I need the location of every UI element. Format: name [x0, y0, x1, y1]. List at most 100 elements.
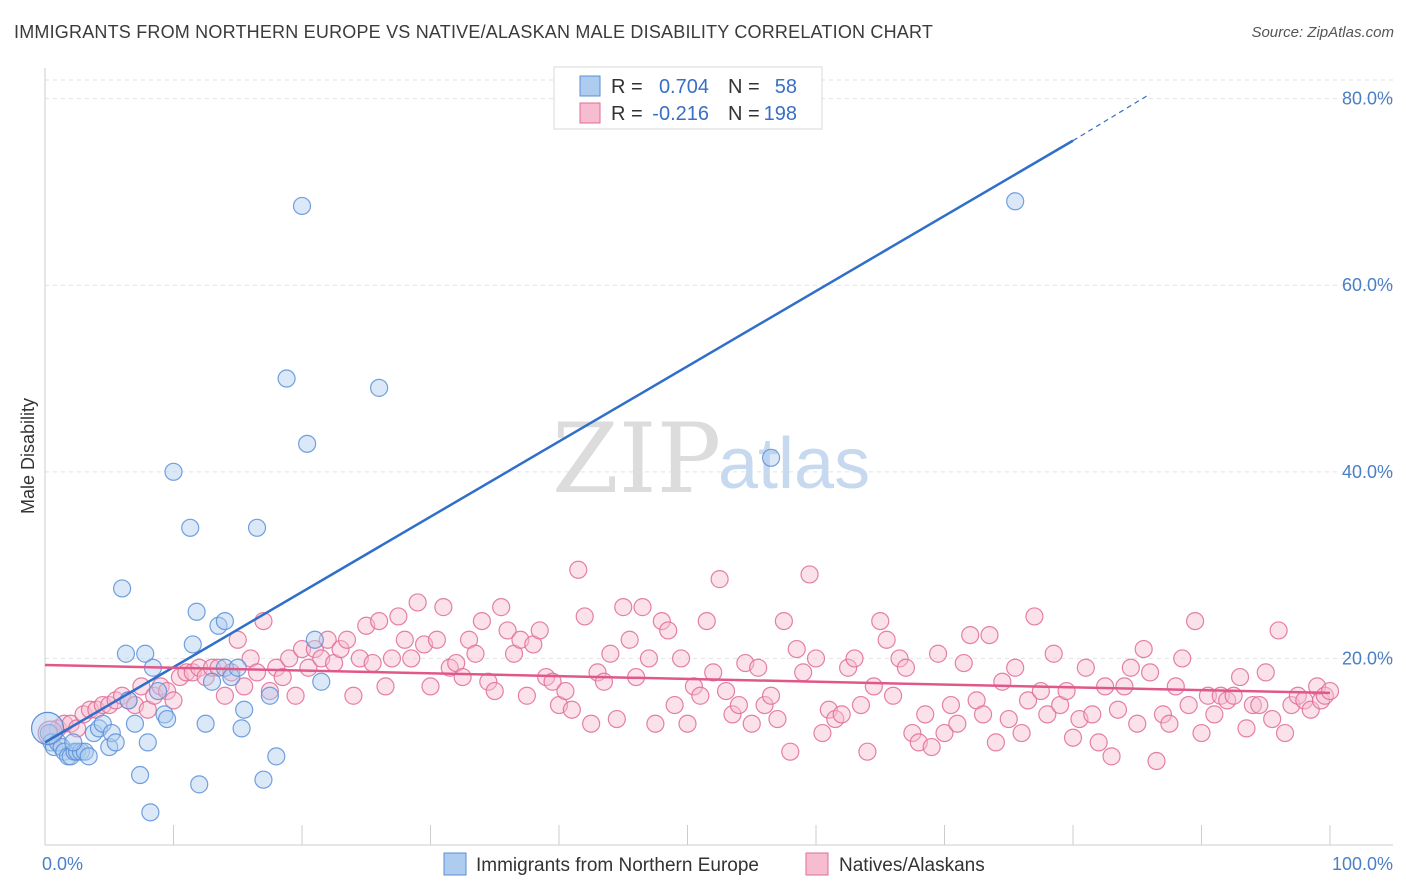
- natives-point: [1128, 714, 1147, 733]
- legend-n-label: N =: [728, 76, 760, 98]
- natives-point: [665, 695, 684, 715]
- natives-point: [742, 714, 761, 733]
- immigrants-point: [125, 714, 145, 733]
- natives-point: [839, 658, 858, 677]
- immigrants-point: [1006, 192, 1025, 211]
- natives-point: [922, 737, 941, 757]
- natives-point: [1269, 621, 1288, 640]
- natives-point: [1185, 611, 1205, 631]
- natives-point: [1160, 714, 1179, 733]
- legend-row-blue: R = 0.704 N = 58: [579, 75, 797, 98]
- immigrants-point: [157, 709, 177, 729]
- natives-point: [1320, 681, 1340, 701]
- natives-point: [671, 649, 691, 668]
- natives-point: [935, 723, 954, 743]
- natives-point: [331, 639, 350, 659]
- natives-point: [787, 639, 806, 659]
- natives-point: [292, 639, 312, 659]
- natives-point: [1140, 663, 1160, 682]
- natives-point: [1256, 663, 1275, 682]
- immigrants-point: [228, 658, 247, 677]
- natives-point: [1205, 705, 1224, 724]
- natives-point: [485, 681, 504, 701]
- natives-point: [633, 598, 652, 617]
- immigrants-point: [136, 644, 155, 663]
- natives-point: [697, 611, 716, 631]
- natives-point: [1250, 695, 1269, 715]
- natives-point: [980, 625, 999, 645]
- immigrants-point: [112, 579, 132, 598]
- natives-point: [1115, 677, 1134, 696]
- bottom-legend-swatch-blue: [443, 852, 467, 876]
- bottom-legend: Immigrants from Northern Europe Natives/…: [443, 852, 985, 876]
- legend-swatch-blue: [579, 75, 601, 97]
- natives-point: [614, 598, 633, 617]
- natives-point: [948, 714, 967, 733]
- natives-point: [755, 695, 774, 715]
- immigrants-point: [277, 369, 296, 388]
- y-tick-labels: 20.0% 40.0% 60.0% 80.0%: [1342, 89, 1393, 669]
- natives-point: [986, 733, 1006, 752]
- immigrants-point: [190, 775, 209, 794]
- immigrants-point: [267, 747, 286, 766]
- immigrants-point: [247, 518, 267, 537]
- natives-point: [472, 611, 491, 631]
- immigrants-point: [260, 686, 279, 705]
- immigrants-point: [64, 733, 83, 752]
- legend-r-label: R =: [611, 76, 643, 98]
- natives-point: [871, 611, 890, 631]
- natives-point: [1147, 751, 1166, 771]
- natives-point: [1301, 700, 1320, 719]
- natives-point: [858, 742, 877, 761]
- natives-point: [337, 630, 357, 649]
- natives-point: [1063, 728, 1083, 747]
- natives-point: [1134, 639, 1153, 659]
- natives-point: [1089, 733, 1108, 752]
- natives-point: [273, 667, 292, 687]
- natives-point: [235, 677, 254, 696]
- watermark-zip: ZIP: [552, 403, 721, 515]
- natives-point: [395, 630, 414, 649]
- natives-point: [1173, 649, 1192, 668]
- natives-point: [768, 709, 787, 729]
- natives-point: [363, 653, 382, 673]
- legend-n-value-pink: 198: [764, 103, 797, 125]
- natives-point: [575, 607, 594, 626]
- legend-row-pink: R = -0.216 N = 198: [579, 102, 797, 125]
- natives-point: [961, 625, 980, 645]
- chart-source: Source: ZipAtlas.com: [1251, 24, 1394, 41]
- legend-n-label: N =: [728, 103, 760, 125]
- natives-point: [344, 686, 363, 705]
- natives-point: [164, 691, 183, 710]
- natives-point: [382, 649, 402, 668]
- immigrants-point: [138, 733, 157, 752]
- natives-point: [896, 658, 916, 677]
- natives-point: [639, 649, 659, 668]
- natives-point: [1121, 658, 1140, 677]
- natives-point: [530, 621, 549, 640]
- natives-point: [723, 705, 742, 724]
- natives-point: [973, 705, 993, 724]
- natives-point: [582, 714, 601, 733]
- natives-point: [659, 621, 678, 640]
- immigrants-point: [235, 700, 254, 719]
- immigrants-point: [232, 719, 251, 738]
- natives-point: [562, 700, 581, 719]
- natives-point: [710, 570, 729, 589]
- immigrants-point: [116, 644, 136, 663]
- natives-point: [318, 630, 337, 649]
- x-tick-label-max: 100.0%: [1332, 854, 1393, 874]
- natives-point: [1044, 644, 1063, 663]
- natives-point: [691, 686, 710, 705]
- immigrants-point: [254, 770, 273, 789]
- natives-point: [389, 607, 408, 626]
- natives-point: [569, 560, 588, 579]
- trend-lines: [44, 93, 1331, 744]
- natives-point: [729, 695, 749, 715]
- natives-point: [774, 611, 793, 631]
- legend-r-value-blue: 0.704: [659, 76, 709, 98]
- immigrants-point: [141, 803, 160, 822]
- natives-point: [1031, 681, 1050, 701]
- series-immigrants-points: [30, 192, 1025, 822]
- immigrants-point: [148, 681, 168, 701]
